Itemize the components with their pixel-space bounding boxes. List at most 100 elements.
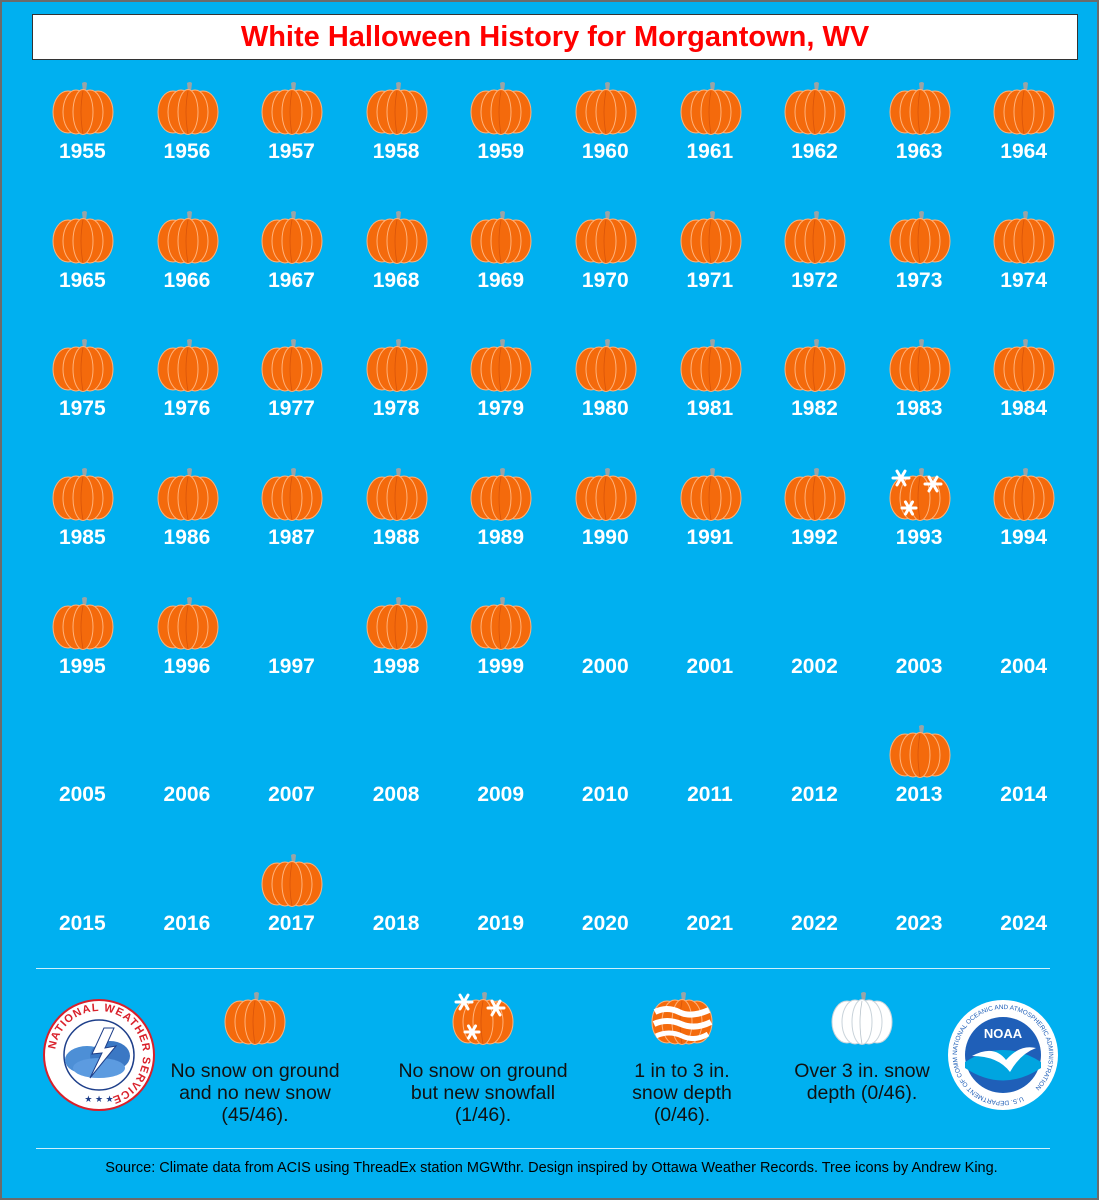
year-grid: 1955 1956 1957 1958 1959 1960 1961 1962 1963 1964… — [30, 74, 1076, 975]
pumpkin-icon — [889, 210, 951, 264]
pumpkin-icon — [575, 339, 637, 393]
pumpkin-icon — [52, 468, 114, 522]
year-cell: 1973 — [867, 203, 972, 332]
year-label: 2017 — [268, 912, 315, 936]
year-label: 1977 — [268, 397, 315, 421]
year-label: 2013 — [895, 783, 943, 807]
pumpkin-icon — [157, 596, 219, 650]
year-cell: 1984 — [971, 331, 1076, 460]
year-label: 1995 — [58, 654, 106, 678]
year-cell: 1969 — [448, 203, 553, 332]
pumpkin-icon — [680, 210, 742, 264]
year-label: 1986 — [163, 526, 211, 550]
pumpkin-icon — [993, 339, 1055, 393]
snowflake-pumpkin-icon — [889, 468, 951, 522]
year-label: 1979 — [477, 397, 525, 421]
year-label: 2008 — [372, 783, 420, 807]
year-cell: 1974 — [971, 203, 1076, 332]
year-label: 1970 — [581, 268, 629, 292]
legend-over-three: Over 3 in. snow depth (0/46). — [792, 990, 932, 1104]
pumpkin-icon — [261, 82, 323, 135]
year-cell: 1975 — [30, 331, 135, 460]
year-cell: 1956 — [135, 74, 240, 203]
year-cell: 1964 — [971, 74, 1076, 203]
year-row: 2015 2016 2017 2018 2019 2020 2021 2022 2023 2024 — [30, 846, 1076, 975]
pumpkin-icon — [261, 468, 323, 522]
source-note: Source: Climate data from ACIS using Thr… — [105, 1160, 998, 1176]
year-label: 1961 — [686, 140, 734, 163]
year-cell: 1971 — [658, 203, 763, 332]
year-cell: 1980 — [553, 331, 658, 460]
year-cell: 1978 — [344, 331, 449, 460]
pumpkin-icon — [784, 210, 846, 264]
year-cell: 1997 — [239, 589, 344, 718]
year-label: 2009 — [477, 783, 525, 807]
year-cell: 1957 — [239, 74, 344, 203]
year-cell: 2003 — [867, 589, 972, 718]
year-cell: 1982 — [762, 331, 867, 460]
year-cell: 1983 — [867, 331, 972, 460]
year-cell: 2020 — [553, 846, 658, 975]
year-label: 2001 — [686, 654, 734, 678]
pumpkin-icon — [366, 596, 428, 650]
pumpkin-icon — [366, 82, 428, 135]
year-cell: 2008 — [344, 717, 449, 846]
year-label: 1980 — [581, 397, 629, 421]
noaa-logo: NOAA NATIONAL OCEANIC AND ATMOSPHERIC AD… — [946, 998, 1060, 1112]
year-row: 1985 1986 1987 1988 1989 1990 1991 1992 1993 1994 — [30, 460, 1076, 589]
year-cell: 1992 — [762, 460, 867, 589]
year-label: 1974 — [1000, 268, 1047, 292]
year-label: 1992 — [791, 526, 838, 550]
year-cell: 1981 — [658, 331, 763, 460]
year-label: 2016 — [163, 912, 211, 936]
pumpkin-icon — [993, 468, 1055, 522]
year-cell: 2021 — [658, 846, 763, 975]
pumpkin-icon — [52, 82, 114, 135]
year-cell: 2007 — [239, 717, 344, 846]
year-label: 2002 — [791, 654, 838, 678]
year-cell: 1996 — [135, 589, 240, 718]
pumpkin-icon — [470, 210, 532, 264]
pumpkin-icon — [52, 210, 114, 264]
year-row: 1955 1956 1957 1958 1959 1960 1961 1962 1963 1964 — [30, 74, 1076, 203]
year-label: 1976 — [163, 397, 211, 421]
year-label: 1967 — [268, 268, 315, 292]
pumpkin-icon — [366, 210, 428, 264]
year-label: 1982 — [791, 397, 838, 421]
year-cell: 1998 — [344, 589, 449, 718]
year-cell: 2004 — [971, 589, 1076, 718]
year-label: 1957 — [268, 140, 315, 163]
year-cell: 2022 — [762, 846, 867, 975]
year-label: 1994 — [1000, 526, 1047, 550]
year-label: 1963 — [895, 140, 943, 163]
year-label: 1973 — [895, 268, 943, 292]
pumpkin-icon — [261, 339, 323, 393]
year-label: 1955 — [58, 140, 106, 163]
year-label: 1969 — [477, 268, 525, 292]
year-label: 2012 — [791, 783, 838, 807]
pumpkin-icon — [366, 339, 428, 393]
pumpkin-icon — [784, 82, 846, 135]
year-cell: 1967 — [239, 203, 344, 332]
nws-logo: NATIONAL WEATHER SERVICE ★ ★ ★ — [42, 998, 156, 1112]
year-cell: 1988 — [344, 460, 449, 589]
year-label: 1962 — [791, 140, 838, 163]
year-cell: 1960 — [553, 74, 658, 203]
noaa-logo-icon: NOAA NATIONAL OCEANIC AND ATMOSPHERIC AD… — [946, 998, 1058, 1110]
year-label: 1991 — [686, 526, 734, 550]
legend-new-snowfall: No snow on ground but new snowfall (1/46… — [388, 990, 578, 1126]
year-cell: 1965 — [30, 203, 135, 332]
noaa-text: NOAA — [984, 1026, 1023, 1041]
year-label: 2015 — [58, 912, 106, 936]
year-cell: 1966 — [135, 203, 240, 332]
year-cell: 2002 — [762, 589, 867, 718]
legend-one-to-three: 1 in to 3 in. snow depth (0/46). — [612, 990, 752, 1126]
year-label: 2000 — [581, 654, 629, 678]
year-label: 1983 — [895, 397, 943, 421]
year-label: 2004 — [1000, 654, 1047, 678]
pumpkin-icon — [680, 468, 742, 522]
year-label: 1990 — [581, 526, 629, 550]
year-cell: 2010 — [553, 717, 658, 846]
nws-logo-icon: NATIONAL WEATHER SERVICE ★ ★ ★ — [43, 999, 155, 1111]
year-cell: 1963 — [867, 74, 972, 203]
